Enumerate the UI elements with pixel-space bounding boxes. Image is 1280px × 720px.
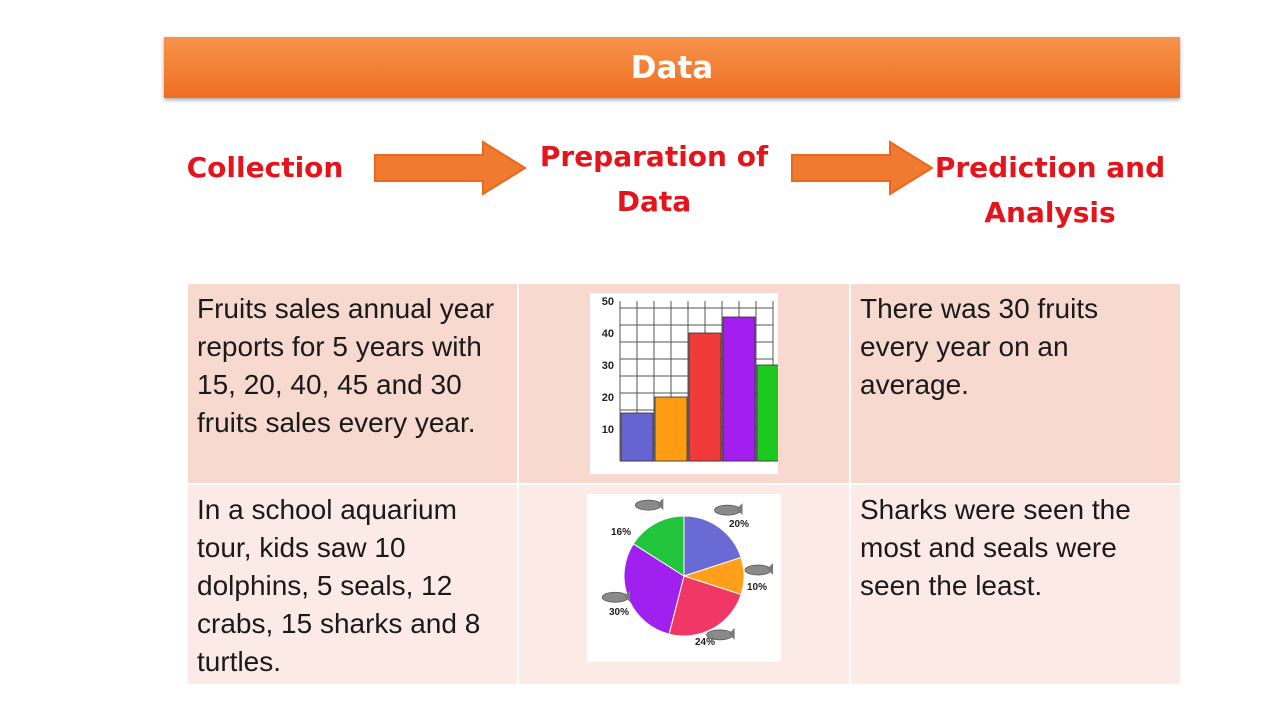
slice-label: 24% — [695, 637, 715, 648]
bar — [756, 364, 790, 462]
seal-icon — [744, 563, 773, 576]
table-row: Fruits sales annual year reports for 5 y… — [186, 282, 1182, 485]
y-tick-label: 40 — [602, 328, 614, 340]
data-table: Fruits sales annual year reports for 5 y… — [186, 282, 1182, 686]
collection-cell: Fruits sales annual year reports for 5 y… — [186, 282, 519, 485]
slice-label: 10% — [747, 582, 767, 593]
bar-chart-svg: 10 20 30 40 50 — [602, 296, 790, 462]
bar — [722, 316, 756, 462]
y-tick-label: 50 — [602, 296, 614, 308]
pie-chart-svg: 20% 10% 24% 30% 16% — [601, 498, 773, 648]
y-tick-label: 20 — [602, 392, 614, 404]
pie-slice — [632, 515, 685, 577]
y-tick-label: 30 — [602, 360, 614, 372]
pie-slice — [668, 575, 742, 637]
step-collection: Collection — [186, 151, 344, 184]
arrow-right-icon — [791, 140, 934, 196]
bar-chart-cell: 10 20 30 40 50 — [517, 282, 851, 485]
slice-label: 16% — [611, 527, 631, 538]
pie-chart-cell: 20% 10% 24% 30% 16% — [517, 483, 851, 686]
step-preparation: Preparation of Data — [539, 140, 769, 218]
title: Data — [630, 49, 714, 86]
dolphin-icon — [714, 503, 743, 516]
bar-chart: 10 20 30 40 50 — [590, 293, 790, 474]
collection-cell: In a school aquarium tour, kids saw 10 d… — [186, 483, 519, 686]
slice-label: 20% — [729, 519, 749, 530]
turtle-icon — [634, 498, 664, 511]
shark-icon — [601, 590, 631, 603]
pie-chart: 20% 10% 24% 30% 16% — [587, 494, 781, 662]
analysis-cell: Sharks were seen the most and seals were… — [849, 483, 1182, 686]
title-banner: Data — [164, 37, 1180, 98]
pie-slice — [683, 515, 742, 577]
bar — [688, 332, 722, 462]
arrow-right-icon — [374, 140, 527, 196]
bar — [654, 396, 688, 462]
step-prediction: Prediction and Analysis — [934, 151, 1166, 229]
analysis-cell: There was 30 fruits every year on an ave… — [849, 282, 1182, 485]
crab-icon — [706, 627, 735, 641]
y-tick-label: 10 — [602, 424, 614, 436]
bar — [620, 412, 654, 462]
slice-label: 30% — [609, 607, 629, 618]
table-row: In a school aquarium tour, kids saw 10 d… — [186, 483, 1182, 686]
